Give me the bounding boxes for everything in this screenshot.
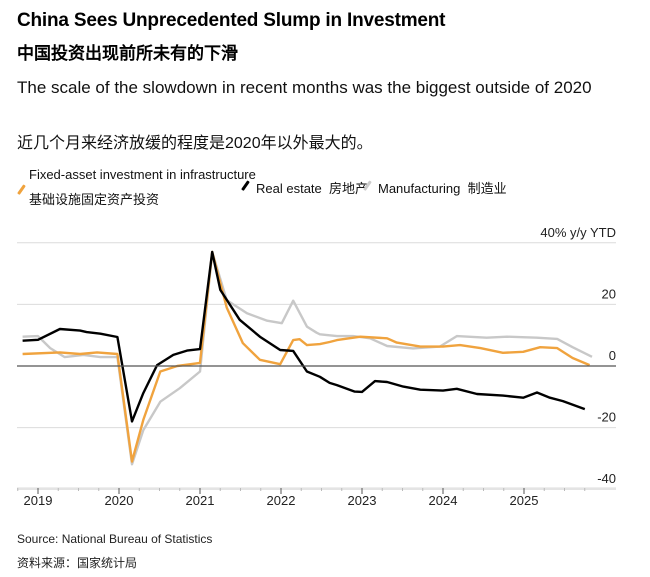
x-tick-label: 2020: [105, 493, 134, 508]
legend-swatch-infrastructure: [17, 184, 26, 195]
legend-label-real-estate-zh: 房地产: [329, 181, 369, 196]
y-tick-label: -40: [597, 471, 616, 486]
x-tick-label: 2019: [24, 493, 53, 508]
series-line-manufacturing: [22, 250, 593, 466]
x-tick-label: 2023: [348, 493, 377, 508]
x-tick-label: 2025: [510, 493, 539, 508]
legend-label-manufacturing-zh: 制造业: [467, 181, 507, 196]
chart-title-zh: 中国投资出现前所未有的下滑: [17, 44, 238, 63]
series-line-real-estate: [22, 250, 586, 423]
legend-label-real-estate: Real estate: [256, 181, 322, 196]
x-tick-label: 2021: [186, 493, 215, 508]
legend-label-infrastructure-zh: 基础设施固定资产投资: [29, 192, 160, 207]
legend-item-manufacturing: Manufacturing 制造业: [378, 178, 507, 197]
source-note: Source: National Bureau of Statistics: [17, 532, 213, 546]
line-chart: 40% y/y YTD 20 0 -20 -40 2019 2020 2021 2022 2023…: [17, 225, 616, 508]
y-tick-label: 20: [602, 286, 616, 301]
y-tick-label: 0: [609, 348, 616, 363]
x-tick-label: 2024: [429, 493, 458, 508]
legend-item-real-estate: Real estate 房地产: [256, 178, 368, 197]
legend-label-infrastructure: Fixed-asset investment in infrastructure: [29, 167, 256, 182]
x-tick-label: 2022: [267, 493, 296, 508]
series-line-infrastructure: [22, 250, 591, 463]
chart-subtitle-zh: 近几个月来经济放缓的程度是2020年以外最大的。: [17, 135, 373, 152]
y-tick-label: 40% y/y YTD: [540, 225, 616, 240]
source-note-zh: 资料来源：国家统计局: [17, 556, 138, 570]
chart-subtitle: The scale of the slowdown in recent mont…: [17, 78, 592, 97]
legend-label-manufacturing: Manufacturing: [378, 181, 461, 196]
chart-title: China Sees Unprecedented Slump in Invest…: [17, 10, 446, 31]
y-tick-label: -20: [597, 410, 616, 425]
